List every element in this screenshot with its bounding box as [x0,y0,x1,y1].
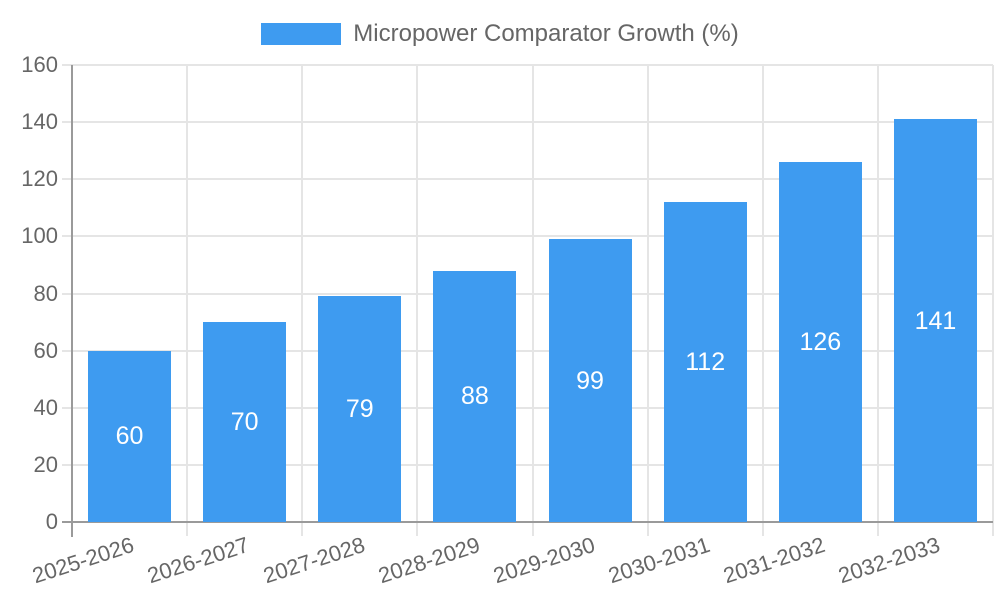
y-tick-label: 140 [21,109,58,135]
y-axis-line [71,65,73,537]
x-tick [186,522,189,536]
y-tick [62,235,72,238]
x-gridline [992,65,994,522]
bar-value-label: 70 [230,408,259,437]
bar[interactable] [663,202,747,522]
bar[interactable] [433,270,517,522]
x-tick-label: 2032-2033 [835,532,944,589]
x-gridline [761,65,764,522]
x-tick [992,522,994,536]
y-tick [62,292,72,295]
x-tick-label: 2025-2026 [29,532,138,589]
x-gridline [646,65,649,522]
x-axis-line [62,521,993,523]
bar[interactable] [548,239,632,522]
x-tick-label: 2027-2028 [259,532,368,589]
y-tick [62,406,72,409]
bar[interactable] [203,322,287,522]
x-gridline [876,65,879,522]
legend: Micropower Comparator Growth (%) [0,20,1000,48]
x-tick-label: 2031-2032 [720,532,829,589]
bar-value-label: 126 [799,328,842,357]
x-gridline [186,65,189,522]
x-tick [416,522,419,536]
x-tick [301,522,304,536]
legend-swatch [261,23,342,45]
bar-value-label: 88 [461,382,489,411]
x-tick [876,522,879,536]
legend-label: Micropower Comparator Growth (%) [353,20,739,47]
y-tick [62,463,72,466]
y-tick [62,64,72,66]
bar-value-label: 99 [576,366,604,395]
bar[interactable] [893,119,977,522]
bar-value-label: 112 [685,348,726,377]
bar-value-label: 141 [914,306,957,335]
y-tick [62,121,72,124]
x-tick-label: 2029-2030 [489,532,598,589]
x-gridline [301,65,304,522]
x-tick [646,522,649,536]
bar[interactable] [88,350,172,522]
bar-value-label: 60 [115,422,144,451]
x-tick-label: 2026-2027 [144,532,253,589]
x-tick [761,522,764,536]
y-tick [62,349,72,352]
bar[interactable] [778,162,862,522]
bar-value-label: 79 [345,395,374,424]
y-tick-label: 20 [33,451,58,477]
y-tick-label: 0 [45,509,58,534]
x-tick [531,522,534,536]
bar[interactable] [318,296,402,522]
y-tick [62,178,72,181]
x-gridline [531,65,534,522]
x-tick-label: 2030-2031 [605,532,713,589]
y-tick-label: 100 [21,223,58,249]
y-tick-label: 60 [33,337,58,363]
legend-item[interactable]: Micropower Comparator Growth (%) [261,20,739,48]
y-tick-label: 160 [21,52,58,77]
y-tick-label: 120 [21,166,58,192]
x-tick-label: 2028-2029 [374,532,483,589]
y-tick-label: 40 [33,394,58,420]
x-gridline [416,65,419,522]
y-tick-label: 80 [33,280,58,306]
